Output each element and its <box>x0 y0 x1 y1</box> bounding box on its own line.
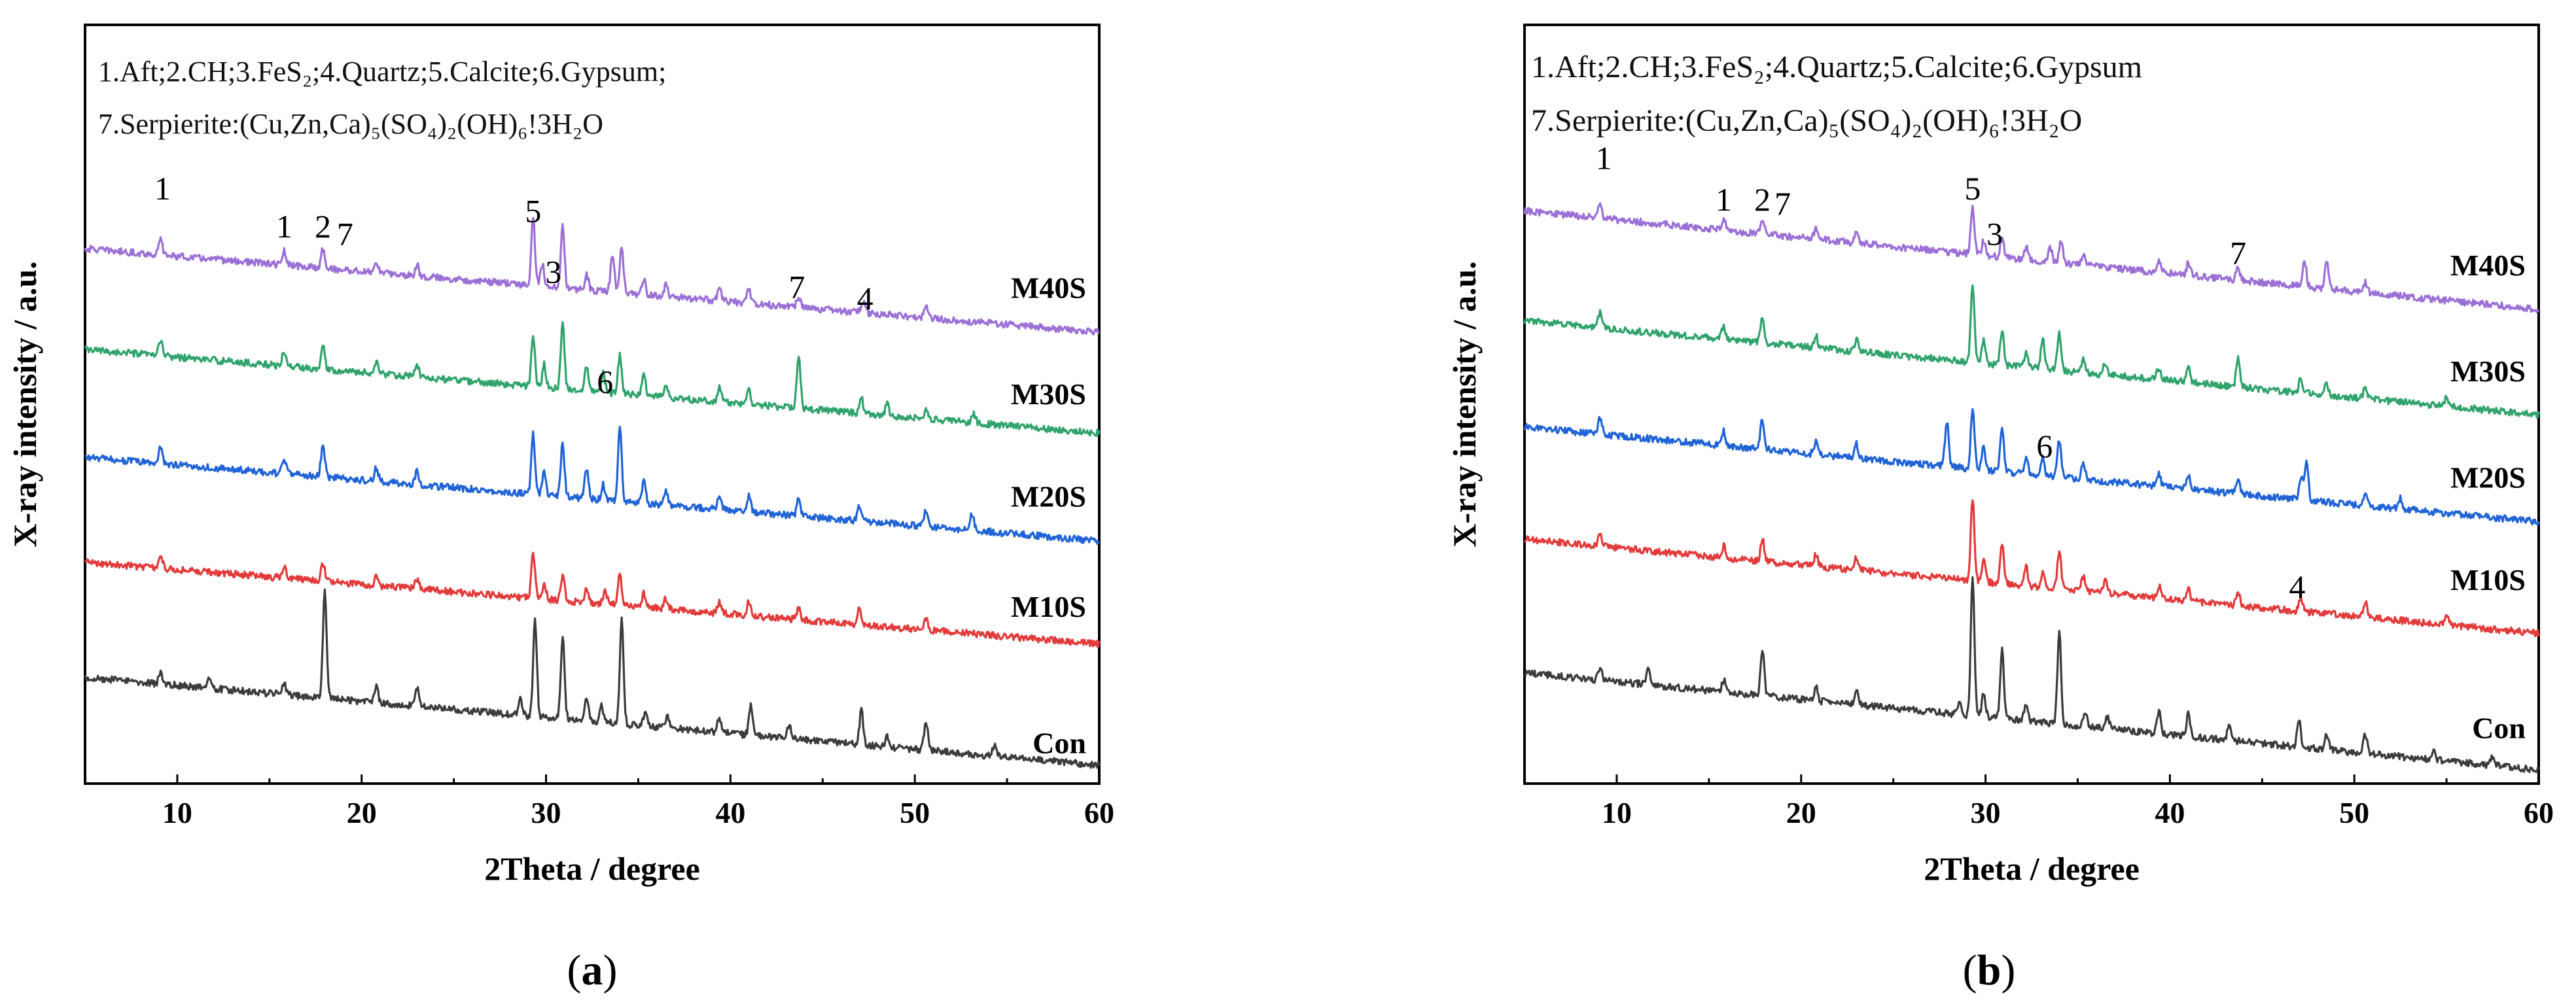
series-line-m20s <box>1523 407 2540 526</box>
series-label-m30s: M30S <box>2450 355 2526 388</box>
series-label-con: Con <box>2472 711 2526 744</box>
peak-marker: 5 <box>525 193 541 230</box>
plot-frame-b <box>1523 24 2540 785</box>
series-labels-a: M40S M30S M20S M10S Con <box>1011 271 1086 760</box>
series-line-con <box>1523 576 2540 774</box>
peak-marker: 6 <box>597 364 613 400</box>
peak-marker: 7 <box>337 215 353 252</box>
x-tick-label: 40 <box>2155 796 2185 829</box>
peak-marker: 2 <box>1754 181 1771 218</box>
legend-box-a: 1.Aft;2.CH;3.FeS₂;4.Quartz;5.Calcite;6.G… <box>98 56 666 140</box>
chart-panel-b: 1.Aft;2.CH;3.FeS₂;4.Quartz;5.Calcite;6.G… <box>1446 24 2554 994</box>
peak-marker: 3 <box>1986 215 2003 252</box>
peak-marker: 1 <box>276 208 292 245</box>
y-axis-title-b: X-ray intensity / a.u. <box>1446 261 1483 547</box>
series-line-m30s <box>1523 284 2540 419</box>
legend-line-1-b: 1.Aft;2.CH;3.FeS₂;4.Quartz;5.Calcite;6.G… <box>1531 50 2142 84</box>
chart-panel-a: 1.Aft;2.CH;3.FeS₂;4.Quartz;5.Calcite;6.G… <box>7 24 1114 994</box>
legend-line-2-a: 7.Serpierite:(Cu,Zn,Ca)₅(SO₄)₂(OH)₆!3H₂O <box>98 108 603 140</box>
panel-label-a-letter: a <box>582 946 603 994</box>
peak-marker: 7 <box>2230 234 2246 271</box>
x-tick-label: 20 <box>1786 796 1816 829</box>
x-axis-title-a: 2Theta / degree <box>484 850 700 887</box>
x-tick-label: 50 <box>900 796 930 829</box>
x-axis-title-b: 2Theta / degree <box>1924 850 2140 887</box>
series-group-a <box>84 216 1101 769</box>
legend-line-2-b: 7.Serpierite:(Cu,Zn,Ca)₅(SO₄)₂(OH)₆!3H₂O <box>1531 103 2082 138</box>
x-axis-a: 10 20 30 40 50 60 <box>84 774 1114 829</box>
peak-marker: 1 <box>154 170 171 207</box>
x-tick-label: 40 <box>715 796 745 829</box>
peak-marker: 5 <box>1964 170 1981 207</box>
y-axis-title-a: X-ray intensity / a.u. <box>7 261 43 547</box>
series-line-m40s <box>84 216 1100 336</box>
peak-marker: 4 <box>2289 568 2305 605</box>
series-label-m40s: M40S <box>1011 271 1086 305</box>
legend-box-b: 1.Aft;2.CH;3.FeS₂;4.Quartz;5.Calcite;6.G… <box>1531 50 2142 138</box>
series-line-m10s <box>84 551 1101 648</box>
x-tick-label: 30 <box>1971 796 2001 829</box>
x-axis-b: 10 20 30 40 50 60 <box>1523 774 2554 829</box>
series-line-con <box>84 588 1101 769</box>
x-tick-label: 60 <box>1084 796 1114 829</box>
panel-label-b-letter: b <box>1977 946 2002 994</box>
peak-marker: 1 <box>1596 139 1612 176</box>
series-labels-b: M40S M30S M20S M10S Con <box>2450 249 2526 745</box>
peak-marker: 3 <box>545 253 561 290</box>
series-label-m10s: M10S <box>2450 563 2526 597</box>
series-line-m10s <box>1523 499 2540 638</box>
x-tick-label: 50 <box>2339 796 2369 829</box>
x-tick-label: 10 <box>1602 796 1632 829</box>
x-tick-label: 10 <box>162 796 192 829</box>
series-label-m40s: M40S <box>2450 249 2526 282</box>
peak-marker: 2 <box>315 208 331 245</box>
series-label-con: Con <box>1032 727 1086 760</box>
plot-frame-a <box>84 24 1101 785</box>
x-tick-label: 20 <box>347 796 377 829</box>
series-label-m10s: M10S <box>1011 590 1086 623</box>
series-label-m20s: M20S <box>2450 461 2526 494</box>
legend-line-1-a: 1.Aft;2.CH;3.FeS₂;4.Quartz;5.Calcite;6.G… <box>98 56 666 88</box>
peak-marker: 6 <box>2036 428 2053 464</box>
series-line-m30s <box>84 321 1101 438</box>
series-line-m20s <box>84 425 1101 545</box>
panel-label-a: (a) <box>567 946 618 994</box>
series-label-m30s: M30S <box>1011 377 1086 411</box>
series-line-m40s <box>1523 202 2540 314</box>
peak-marker: 1 <box>1716 181 1732 218</box>
panel-label-b: (b) <box>1963 946 2016 994</box>
x-tick-label: 30 <box>531 796 561 829</box>
peak-marker: 7 <box>1774 185 1791 222</box>
peak-marker: 7 <box>788 269 805 305</box>
peak-marker: 4 <box>857 280 873 317</box>
series-group-b <box>1523 202 2540 774</box>
x-tick-label: 60 <box>2524 796 2554 829</box>
series-label-m20s: M20S <box>1011 480 1086 513</box>
